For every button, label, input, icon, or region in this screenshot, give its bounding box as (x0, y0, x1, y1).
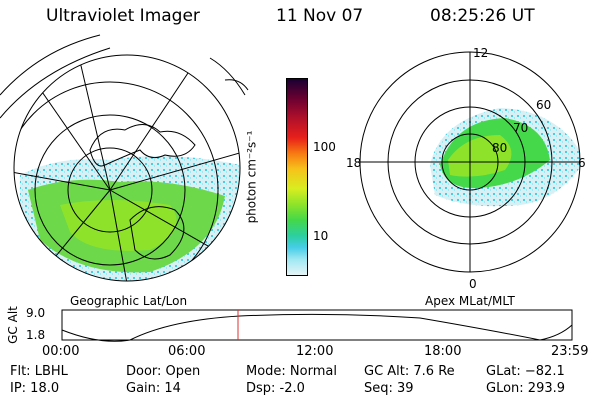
observation-time: 08:25:26 UT (430, 6, 535, 26)
time-tick-0600: 06:00 (168, 344, 206, 359)
left-map-boundary (13, 54, 241, 282)
info-ip: IP: 18.0 (10, 381, 60, 396)
info-dsp: Dsp: -2.0 (246, 381, 305, 396)
left-map-caption: Geographic Lat/Lon (70, 294, 188, 308)
colorbar-tick-10: 10 (313, 229, 329, 243)
info-mode: Mode: Normal (246, 364, 337, 379)
altitude-plot (61, 309, 573, 342)
mlat-label-70: 70 (513, 121, 529, 135)
instrument-title: Ultraviolet Imager (46, 6, 200, 26)
mlt-label-18: 18 (346, 156, 362, 170)
info-gcalt: GC Alt: 7.6 Re (364, 364, 455, 379)
time-tick-0000: 00:00 (42, 344, 80, 359)
mlat-label-80: 80 (492, 141, 508, 155)
info-door: Door: Open (126, 364, 201, 379)
mlt-label-6: 6 (578, 156, 586, 170)
mlat-label-60: 60 (536, 98, 552, 112)
colorbar-unit-label: photon cm⁻²s⁻¹ (244, 130, 259, 224)
info-gain: Gain: 14 (126, 381, 181, 396)
time-tick-2359: 23:59 (551, 344, 589, 359)
mlt-label-12: 12 (473, 46, 489, 60)
info-flt: Flt: LBHL (10, 364, 68, 379)
right-map-boundary (359, 51, 581, 273)
info-seq: Seq: 39 (364, 381, 414, 396)
right-map-caption: Apex MLat/MLT (425, 294, 515, 308)
altitude-ytick-min: 1.8 (26, 328, 46, 342)
info-glat: GLat: −82.1 (486, 364, 565, 379)
mlt-label-0: 0 (469, 277, 477, 291)
altitude-ytick-max: 9.0 (26, 306, 46, 320)
time-tick-1200: 12:00 (296, 344, 334, 359)
colorbar (286, 78, 308, 276)
colorbar-tick-100: 100 (313, 140, 336, 154)
time-tick-1800: 18:00 (424, 344, 462, 359)
altitude-ylabel: GC Alt (5, 306, 20, 344)
right-aurora-emission (430, 108, 580, 207)
left-aurora-emission (20, 156, 240, 281)
info-glon: GLon: 293.9 (486, 381, 566, 396)
observation-date: 11 Nov 07 (276, 6, 364, 26)
